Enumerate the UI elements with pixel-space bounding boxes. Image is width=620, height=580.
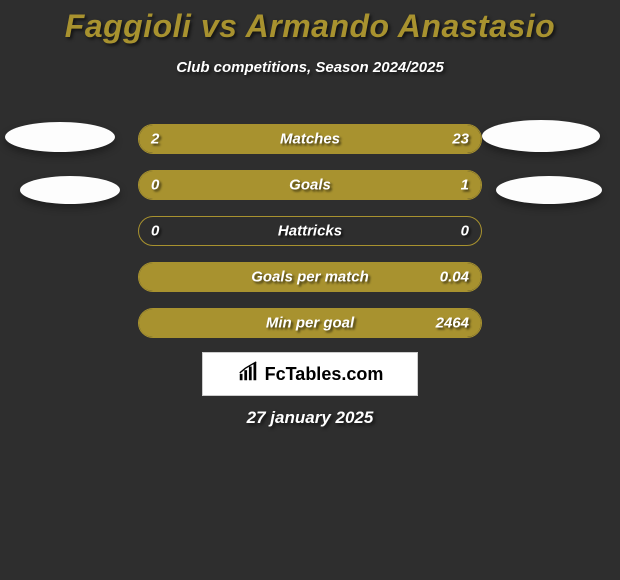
- brand-text: FcTables.com: [265, 364, 384, 385]
- stat-row: 0 Hattricks 0: [138, 216, 482, 246]
- stat-label: Matches: [280, 131, 340, 148]
- page-title: Faggioli vs Armando Anastasio: [0, 0, 620, 45]
- value-right: 0: [461, 223, 469, 240]
- value-left: 2: [151, 131, 159, 148]
- value-left: 0: [151, 177, 159, 194]
- stat-label: Goals per match: [251, 269, 369, 286]
- snapshot-date: 27 january 2025: [247, 408, 374, 428]
- bar-right: [201, 125, 481, 153]
- stat-row: Goals per match 0.04: [138, 262, 482, 292]
- chart-icon: [237, 361, 259, 388]
- page-subtitle: Club competitions, Season 2024/2025: [0, 59, 620, 76]
- value-left: 0: [151, 223, 159, 240]
- player-right-badge-2: [496, 176, 602, 204]
- player-right-badge-1: [482, 120, 600, 152]
- player-left-badge-2: [20, 176, 120, 204]
- stat-row: 0 Goals 1: [138, 170, 482, 200]
- stat-label: Hattricks: [278, 223, 342, 240]
- player-left-badge-1: [5, 122, 115, 152]
- bar-left: [139, 125, 201, 153]
- value-right: 2464: [436, 315, 469, 332]
- comparison-chart: 2 Matches 23 0 Goals 1 0 Hattricks 0 Goals per ma…: [138, 124, 482, 354]
- value-right: 0.04: [440, 269, 469, 286]
- stat-label: Min per goal: [266, 315, 354, 332]
- brand-logo: FcTables.com: [202, 352, 418, 396]
- value-right: 23: [452, 131, 469, 148]
- stat-label: Goals: [289, 177, 331, 194]
- value-right: 1: [461, 177, 469, 194]
- stat-row: 2 Matches 23: [138, 124, 482, 154]
- stat-row: Min per goal 2464: [138, 308, 482, 338]
